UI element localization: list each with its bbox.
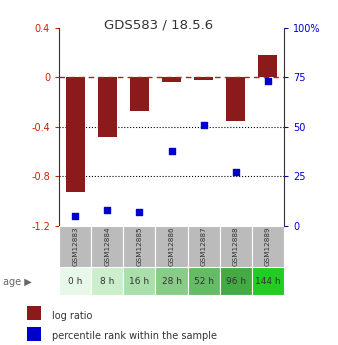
Text: GSM12886: GSM12886 <box>169 227 174 266</box>
Text: GSM12887: GSM12887 <box>201 227 207 266</box>
Text: log ratio: log ratio <box>52 311 93 321</box>
Bar <box>188 226 220 267</box>
Bar <box>194 77 213 80</box>
Point <box>105 207 110 213</box>
Text: 96 h: 96 h <box>226 277 246 286</box>
Bar <box>252 226 284 267</box>
Bar <box>91 226 123 267</box>
Bar <box>252 267 284 295</box>
Text: GSM12885: GSM12885 <box>137 227 142 266</box>
Text: 144 h: 144 h <box>255 277 281 286</box>
Text: percentile rank within the sample: percentile rank within the sample <box>52 332 217 341</box>
Bar <box>258 55 277 77</box>
Point <box>233 170 239 175</box>
Bar <box>123 226 155 267</box>
Text: GSM12884: GSM12884 <box>104 227 110 266</box>
Point <box>265 78 270 84</box>
Text: GDS583 / 18.5.6: GDS583 / 18.5.6 <box>104 19 213 32</box>
Bar <box>66 77 85 193</box>
Text: 0 h: 0 h <box>68 277 82 286</box>
Text: 28 h: 28 h <box>162 277 182 286</box>
Point <box>201 122 206 128</box>
Bar <box>220 267 252 295</box>
Bar <box>98 77 117 137</box>
Text: age ▶: age ▶ <box>3 277 32 287</box>
Bar <box>123 267 155 295</box>
Text: 8 h: 8 h <box>100 277 115 286</box>
Point <box>137 209 142 215</box>
Bar <box>226 77 245 121</box>
Bar <box>188 267 220 295</box>
Text: 16 h: 16 h <box>129 277 149 286</box>
Text: GSM12888: GSM12888 <box>233 227 239 266</box>
Bar <box>220 226 252 267</box>
Bar <box>59 226 91 267</box>
Bar <box>155 226 188 267</box>
Bar <box>91 267 123 295</box>
Text: GSM12889: GSM12889 <box>265 227 271 266</box>
Text: GSM12883: GSM12883 <box>72 227 78 266</box>
Point <box>72 213 78 219</box>
Bar <box>155 267 188 295</box>
Point <box>169 148 174 153</box>
Text: 52 h: 52 h <box>194 277 214 286</box>
Bar <box>130 77 149 111</box>
Bar <box>59 267 91 295</box>
Bar <box>162 77 181 82</box>
